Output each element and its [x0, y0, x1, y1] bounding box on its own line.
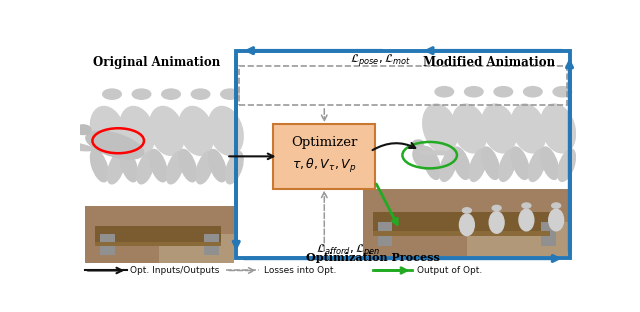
Ellipse shape [440, 149, 458, 182]
Text: Losses into Opt.: Losses into Opt. [264, 266, 336, 275]
FancyBboxPatch shape [541, 222, 556, 246]
FancyBboxPatch shape [378, 222, 392, 246]
Ellipse shape [150, 149, 167, 182]
FancyBboxPatch shape [85, 206, 234, 263]
Text: Modified Animation: Modified Animation [423, 56, 556, 69]
Ellipse shape [423, 147, 440, 179]
Ellipse shape [423, 104, 458, 153]
Ellipse shape [541, 104, 575, 153]
FancyBboxPatch shape [100, 234, 115, 255]
Ellipse shape [492, 205, 501, 211]
Ellipse shape [102, 89, 121, 99]
Ellipse shape [557, 149, 575, 182]
Ellipse shape [522, 203, 531, 208]
Ellipse shape [149, 106, 184, 155]
Ellipse shape [209, 149, 227, 182]
Ellipse shape [548, 209, 564, 231]
Ellipse shape [191, 89, 210, 99]
Text: $\mathcal{L}_{afford}, \mathcal{L}_{pen}$: $\mathcal{L}_{afford}, \mathcal{L}_{pen}… [316, 242, 380, 258]
Ellipse shape [120, 106, 155, 155]
Ellipse shape [120, 149, 138, 182]
Ellipse shape [489, 212, 504, 233]
Ellipse shape [435, 87, 454, 97]
Ellipse shape [225, 151, 243, 184]
Ellipse shape [221, 89, 239, 99]
Ellipse shape [179, 149, 196, 182]
Ellipse shape [552, 203, 561, 208]
FancyBboxPatch shape [95, 226, 221, 246]
Ellipse shape [452, 104, 487, 153]
FancyBboxPatch shape [372, 212, 550, 236]
Ellipse shape [196, 151, 214, 184]
Ellipse shape [460, 214, 474, 236]
Text: Optimizer: Optimizer [291, 136, 358, 149]
Ellipse shape [86, 131, 143, 159]
Text: Optimization Process: Optimization Process [306, 252, 440, 263]
Text: $\mathcal{L}_{pose}, \mathcal{L}_{mot}$: $\mathcal{L}_{pose}, \mathcal{L}_{mot}$ [350, 52, 412, 68]
Ellipse shape [132, 89, 151, 99]
Ellipse shape [137, 151, 155, 184]
FancyBboxPatch shape [363, 189, 571, 256]
Ellipse shape [494, 87, 513, 97]
FancyBboxPatch shape [95, 242, 221, 246]
Ellipse shape [463, 208, 471, 213]
FancyBboxPatch shape [467, 222, 571, 256]
Ellipse shape [41, 139, 93, 151]
Text: Output of Opt.: Output of Opt. [417, 266, 483, 275]
Ellipse shape [108, 151, 125, 184]
Ellipse shape [519, 209, 534, 231]
Ellipse shape [420, 151, 454, 155]
Ellipse shape [465, 87, 483, 97]
Ellipse shape [209, 106, 243, 155]
Ellipse shape [528, 149, 546, 182]
Ellipse shape [413, 140, 424, 146]
Ellipse shape [511, 104, 546, 153]
FancyBboxPatch shape [273, 124, 375, 189]
FancyBboxPatch shape [204, 234, 219, 255]
Ellipse shape [524, 87, 542, 97]
Ellipse shape [179, 106, 214, 155]
Ellipse shape [511, 147, 529, 179]
Text: $\tau, \theta, V_\tau, V_p$: $\tau, \theta, V_\tau, V_p$ [292, 157, 356, 175]
Ellipse shape [90, 106, 125, 155]
Ellipse shape [166, 151, 184, 184]
FancyBboxPatch shape [372, 231, 550, 236]
Text: Opt. Inputs/Outputs: Opt. Inputs/Outputs [129, 266, 219, 275]
Ellipse shape [553, 87, 572, 97]
Ellipse shape [482, 104, 516, 153]
Ellipse shape [413, 146, 436, 169]
Text: Original Animation: Original Animation [93, 56, 221, 69]
Ellipse shape [499, 149, 516, 182]
Ellipse shape [541, 147, 559, 179]
Ellipse shape [90, 149, 108, 182]
FancyBboxPatch shape [159, 234, 234, 263]
Ellipse shape [75, 125, 91, 134]
Ellipse shape [162, 89, 180, 99]
Ellipse shape [482, 147, 500, 179]
Ellipse shape [452, 147, 470, 179]
Ellipse shape [469, 149, 487, 182]
